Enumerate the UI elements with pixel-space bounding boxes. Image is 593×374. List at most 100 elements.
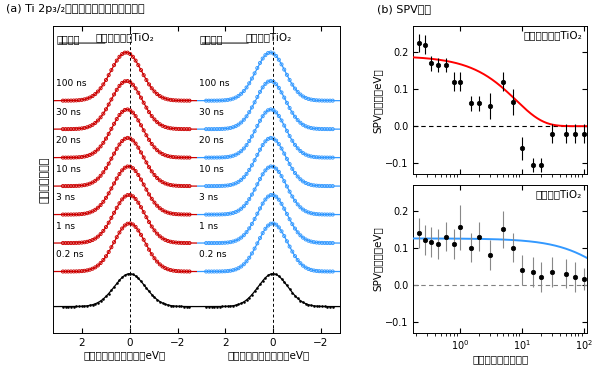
Point [114,171,124,177]
Point [63,304,73,310]
Point [82,124,92,130]
Point [269,271,278,277]
Point [91,207,100,213]
Point [215,211,224,217]
Point [126,79,135,85]
Point [147,168,157,174]
Point [234,179,243,185]
Point [79,96,89,102]
Point [79,239,89,245]
Point [258,113,267,119]
Point [288,193,297,199]
Point [285,77,294,83]
Point [274,85,283,91]
Point [263,107,273,113]
Point [93,117,103,123]
Point [177,126,186,132]
Point [93,234,103,240]
Point [228,303,238,309]
Point [272,222,281,228]
Point [207,98,216,104]
Point [293,257,302,263]
Point [152,231,162,237]
Point [261,138,270,144]
Point [218,183,227,189]
Point [147,141,157,147]
Point [155,298,165,304]
Point [128,193,138,199]
Point [209,183,219,189]
Point [104,291,113,297]
Point [237,206,246,212]
Point [261,52,270,58]
Point [72,240,81,246]
Point [144,164,154,170]
Point [131,141,141,147]
Point [142,105,151,111]
Point [244,226,254,232]
Point [152,91,162,97]
X-axis label: 遅延時間（ナノ秒）: 遅延時間（ナノ秒） [472,354,528,364]
Point [93,205,103,211]
Point [279,95,289,101]
Point [204,183,213,189]
Point [93,147,103,153]
Point [144,137,154,143]
Point [325,304,334,310]
Point [155,93,165,99]
Point [158,235,167,241]
Point [328,212,337,218]
Point [149,200,159,206]
Point [66,183,76,189]
Point [142,187,151,193]
Point [277,228,286,234]
Point [255,147,264,153]
Point [58,154,68,160]
Point [320,126,329,132]
Point [239,203,248,209]
Point [307,96,316,102]
Point [179,304,189,310]
Point [182,240,192,246]
Point [133,227,143,233]
Point [139,282,148,288]
Point [301,180,311,186]
Point [323,269,332,275]
Point [293,174,302,180]
Point [72,211,81,217]
Point [120,107,130,113]
Point [298,263,308,269]
Point [282,183,292,189]
Point [277,117,286,123]
Point [158,151,167,157]
Point [282,282,292,288]
Point [207,212,216,218]
Text: ルチル型TiO₂: ルチル型TiO₂ [245,32,291,42]
Point [212,304,222,310]
Point [255,281,264,287]
Point [126,51,135,57]
Point [107,96,116,102]
Point [202,240,211,246]
Point [174,268,183,274]
Point [61,304,71,310]
Point [293,145,302,151]
Point [301,123,311,129]
Point [296,92,305,98]
Point [320,154,329,160]
Point [82,303,92,309]
Point [82,239,92,245]
Point [77,240,87,246]
Point [136,67,146,73]
Point [207,154,216,160]
Point [152,297,162,303]
Point [58,183,68,189]
Point [112,58,122,64]
Point [266,221,276,227]
Point [85,209,94,215]
Point [228,239,238,245]
Point [163,96,173,102]
Point [174,183,183,189]
Point [269,50,278,56]
Point [123,50,132,56]
